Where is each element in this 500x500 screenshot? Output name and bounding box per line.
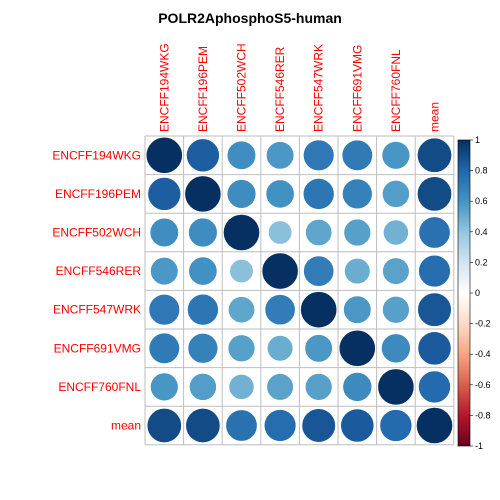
corr-circle-encff194wkg-encff760fnl bbox=[381, 141, 411, 170]
row-labels: ENCFF194WKG ENCFF196PEM ENCFF502WCH ENCFF54… bbox=[52, 148, 141, 432]
correlation-circles bbox=[145, 136, 453, 444]
corr-circle-encff194wkg-encff691vmg bbox=[341, 139, 373, 171]
colorbar-gradient bbox=[457, 139, 471, 447]
corr-circle-encff691vmg-encff691vmg bbox=[338, 329, 376, 367]
corr-circle-encff546rer-encff502wch bbox=[229, 259, 254, 284]
corr-circle-encff502wch-encff546rer bbox=[268, 220, 293, 245]
column-label: ENCFF194WKG bbox=[157, 43, 171, 132]
corr-circle-encff502wch-encff194wkg bbox=[149, 217, 179, 248]
row-label: ENCFF194WKG bbox=[52, 148, 141, 162]
corr-circle-encff546rer-encff691vmg bbox=[344, 258, 371, 285]
corr-circle-encff196pem-encff691vmg bbox=[342, 178, 373, 210]
corr-circle-encff547wrk-mean bbox=[417, 292, 452, 327]
colorbar-tick-label: -0.2 bbox=[475, 319, 491, 329]
corr-circle-encff691vmg-encff760fnl bbox=[381, 333, 411, 364]
corr-circle-encff196pem-encff196pem bbox=[184, 175, 222, 213]
corr-circle-encff546rer-encff196pem bbox=[188, 256, 218, 286]
column-label: ENCFF547WRK bbox=[312, 44, 326, 132]
corr-circle-encff196pem-encff546rer bbox=[265, 179, 295, 209]
colorbar-tick-label: -0.6 bbox=[475, 380, 491, 390]
corr-circle-encff502wch-mean bbox=[418, 216, 451, 249]
column-label: ENCFF546RER bbox=[273, 46, 287, 132]
corr-circle-encff760fnl-encff546rer bbox=[266, 373, 294, 401]
column-label: mean bbox=[428, 102, 442, 132]
corr-circle-encff546rer-encff194wkg bbox=[150, 257, 179, 286]
corr-circle-encff760fnl-mean bbox=[418, 370, 451, 404]
corr-circle-mean-encff546rer bbox=[263, 409, 297, 442]
corr-circle-encff196pem-encff502wch bbox=[226, 179, 257, 209]
corr-circle-encff547wrk-encff502wch bbox=[228, 296, 255, 324]
row-label: ENCFF691VMG bbox=[54, 341, 141, 355]
corr-circle-encff502wch-encff196pem bbox=[188, 217, 218, 248]
row-label: ENCFF502WCH bbox=[52, 226, 141, 240]
corr-circle-encff691vmg-mean bbox=[417, 331, 452, 366]
corr-circle-mean-encff760fnl bbox=[379, 409, 413, 442]
corr-circle-mean-encff194wkg bbox=[146, 408, 182, 443]
chart-title: POLR2AphosphoS5-human bbox=[158, 10, 342, 26]
corr-circle-mean-encff691vmg bbox=[340, 408, 375, 443]
corr-circle-encff546rer-mean bbox=[418, 254, 451, 288]
corr-circle-encff502wch-encff760fnl bbox=[383, 219, 409, 246]
corr-circle-encff196pem-encff547wrk bbox=[302, 178, 335, 210]
corr-circle-encff760fnl-encff547wrk bbox=[304, 373, 333, 401]
corr-circle-encff691vmg-encff502wch bbox=[227, 334, 256, 363]
corr-circle-encff691vmg-encff196pem bbox=[187, 333, 219, 364]
column-label: ENCFF691VMG bbox=[350, 45, 364, 132]
corr-circle-mean-mean bbox=[416, 407, 453, 444]
corr-circle-encff194wkg-encff547wrk bbox=[303, 139, 335, 171]
corr-circle-encff502wch-encff691vmg bbox=[343, 218, 372, 247]
corr-circle-encff547wrk-encff196pem bbox=[187, 293, 219, 326]
corr-circle-encff760fnl-encff502wch bbox=[228, 374, 255, 400]
corr-circle-encff196pem-mean bbox=[417, 176, 452, 212]
colorbar-tick-label: 0.2 bbox=[475, 257, 488, 267]
row-label: ENCFF760FNL bbox=[58, 380, 141, 394]
corr-circle-encff194wkg-encff546rer bbox=[266, 141, 295, 170]
corr-circle-encff760fnl-encff691vmg bbox=[342, 372, 373, 402]
corr-circle-encff196pem-encff194wkg bbox=[147, 177, 182, 211]
corr-circle-encff760fnl-encff196pem bbox=[189, 373, 217, 401]
corr-circle-encff760fnl-encff760fnl bbox=[377, 368, 415, 406]
corr-circle-encff194wkg-encff502wch bbox=[226, 140, 257, 170]
corr-circle-encff196pem-encff760fnl bbox=[382, 180, 410, 208]
corr-circle-encff547wrk-encff547wrk bbox=[300, 291, 338, 329]
column-label: ENCFF502WCH bbox=[235, 43, 249, 132]
corr-circle-mean-encff547wrk bbox=[301, 408, 336, 443]
corr-circle-encff547wrk-encff546rer bbox=[264, 294, 296, 326]
corr-circle-encff194wkg-mean bbox=[417, 137, 452, 173]
column-label: ENCFF760FNL bbox=[389, 49, 403, 132]
corr-circle-encff546rer-encff547wrk bbox=[303, 255, 335, 287]
column-label: ENCFF196PEM bbox=[196, 46, 210, 132]
colorbar-tick-label: 0 bbox=[475, 288, 480, 298]
corr-circle-encff194wkg-encff194wkg bbox=[145, 136, 183, 174]
corr-circle-encff502wch-encff547wrk bbox=[305, 219, 333, 246]
colorbar-tick-label: -1 bbox=[475, 441, 483, 451]
corr-circle-encff502wch-encff502wch bbox=[223, 214, 260, 251]
corr-circle-encff760fnl-encff194wkg bbox=[150, 372, 179, 402]
colorbar-tick-label: 0.8 bbox=[475, 166, 488, 176]
corr-circle-encff691vmg-encff547wrk bbox=[304, 334, 333, 363]
grid bbox=[144, 135, 455, 446]
corr-circle-encff546rer-encff546rer bbox=[261, 252, 299, 290]
corr-circle-mean-encff196pem bbox=[185, 408, 221, 443]
row-label: ENCFF547WRK bbox=[53, 303, 141, 317]
colorbar-tick-label: 0.6 bbox=[475, 196, 488, 206]
colorbar-tick-label: 0.4 bbox=[475, 227, 488, 237]
corr-circle-mean-encff502wch bbox=[225, 409, 258, 442]
corr-circle-encff547wrk-encff760fnl bbox=[382, 295, 410, 324]
colorbar-tick-label: -0.8 bbox=[475, 410, 491, 420]
colorbar-tick-label: 1 bbox=[475, 135, 480, 145]
corr-circle-encff194wkg-encff196pem bbox=[186, 138, 220, 173]
row-label: ENCFF546RER bbox=[56, 264, 142, 278]
row-label: mean bbox=[111, 419, 141, 433]
corr-circle-encff547wrk-encff691vmg bbox=[343, 295, 372, 324]
colorbar-tick-label: -0.4 bbox=[475, 349, 491, 359]
colorbar: -1 -0.8 -0.6 -0.4 -0.2 0 0.2 0.4 0.6 0.8 1 bbox=[457, 135, 491, 451]
row-label: ENCFF196PEM bbox=[55, 187, 141, 201]
corr-circle-encff547wrk-encff194wkg bbox=[148, 294, 180, 326]
corr-circle-encff691vmg-encff546rer bbox=[267, 335, 294, 362]
corr-circle-encff691vmg-encff194wkg bbox=[148, 332, 180, 364]
corr-circle-encff546rer-encff760fnl bbox=[382, 257, 410, 285]
column-labels: ENCFF194WKG ENCFF196PEM ENCFF502WCH ENCFF54… bbox=[157, 43, 441, 132]
